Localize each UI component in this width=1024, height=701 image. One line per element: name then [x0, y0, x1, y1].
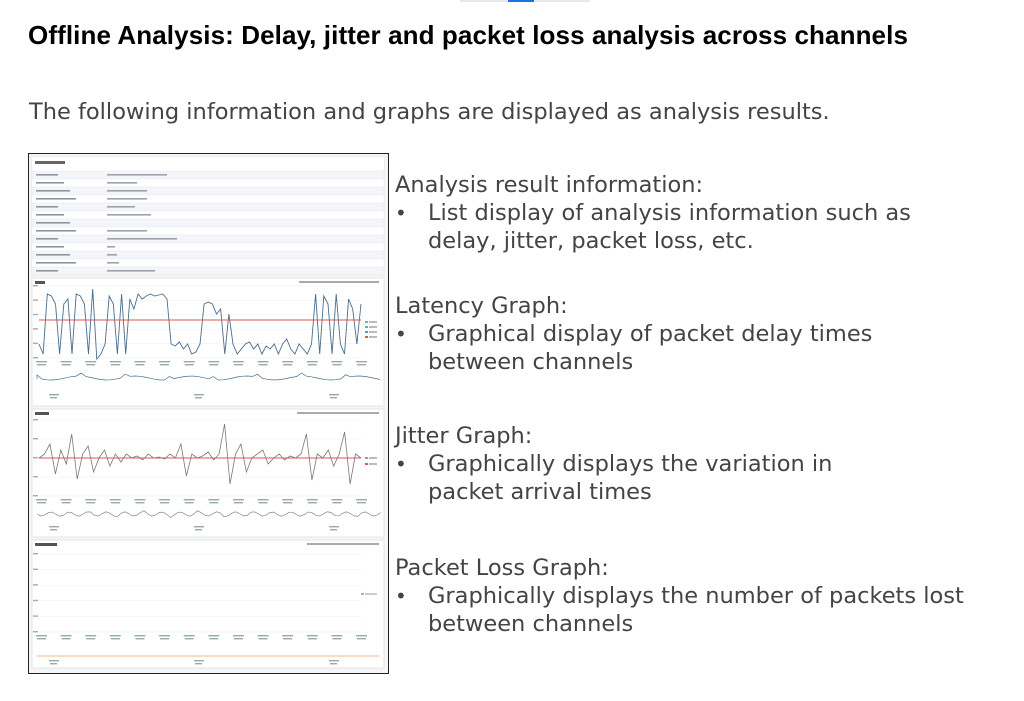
info-table-row: [31, 226, 385, 236]
section-jitter-graph: Jitter Graph: • Graphically displays the…: [395, 422, 1015, 506]
bullet-line: between channels: [428, 349, 634, 375]
packet-loss-x-ticks: [36, 635, 367, 640]
info-table-row: [31, 178, 385, 188]
info-table-row: [31, 186, 385, 196]
info-table-row: [31, 194, 385, 204]
top-progress-indicator: [460, 0, 590, 2]
packet-loss-graph-panel: [31, 539, 385, 669]
bullet-line: Graphically displays the number of packe…: [428, 583, 964, 609]
slide-title: Offline Analysis: Delay, jitter and pack…: [28, 20, 909, 50]
bullet-item: • Graphical display of packet delay time…: [395, 320, 1015, 376]
info-table-row: [31, 242, 385, 252]
progress-marker: [508, 0, 534, 2]
latency-overview: [36, 372, 381, 381]
jitter-series: [38, 423, 362, 485]
bullet-line: between channels: [428, 611, 634, 637]
packet-loss-overview-ticks: [49, 660, 339, 665]
info-table-row: [31, 210, 385, 220]
bullet-mark: •: [395, 584, 407, 608]
bullet-mark: •: [395, 201, 407, 225]
jitter-x-ticks: [36, 499, 367, 504]
info-table-row: [31, 170, 385, 180]
jitter-overview-ticks: [49, 526, 339, 531]
info-table-rows: [31, 170, 385, 276]
section-packet-loss-graph: Packet Loss Graph: • Graphically display…: [395, 554, 1015, 638]
bullet-line: packet arrival times: [428, 479, 652, 505]
intro-text: The following information and graphs are…: [29, 99, 830, 125]
info-table-row: [31, 234, 385, 244]
bullet-item: • List display of analysis information s…: [395, 199, 1015, 255]
info-table-row: [31, 202, 385, 212]
bullet-line: Graphical display of packet delay times: [428, 321, 873, 347]
jitter-overview: [36, 510, 381, 518]
bullet-line: Graphically displays the variation in: [428, 451, 833, 477]
section-heading: Analysis result information:: [395, 172, 704, 198]
latency-x-ticks: [36, 361, 367, 366]
packet-loss-grid: [33, 553, 361, 633]
analysis-screenshot-thumbnail: [28, 153, 389, 674]
thumbnail-graphic: [31, 156, 385, 669]
bullet-mark: •: [395, 322, 407, 346]
section-heading: Jitter Graph:: [395, 423, 533, 449]
jitter-legend: [365, 457, 377, 465]
info-table-row: [31, 250, 385, 260]
latency-series: [38, 288, 362, 361]
latency-legend: [365, 321, 377, 338]
latency-overview-ticks: [49, 394, 339, 399]
latency-grid: [33, 285, 361, 359]
section-heading: Packet Loss Graph:: [395, 555, 609, 581]
bullet-line: List display of analysis information suc…: [428, 200, 911, 226]
bullet-mark: •: [395, 452, 407, 476]
jitter-graph-panel: [31, 408, 385, 538]
bullet-item: • Graphically displays the variation in …: [395, 450, 1015, 506]
section-latency-graph: Latency Graph: • Graphical display of pa…: [395, 292, 1015, 376]
info-table-header: [32, 157, 384, 169]
bullet-item: • Graphically displays the number of pac…: [395, 582, 1015, 638]
info-table-row: [31, 266, 385, 276]
packet-loss-legend: [361, 593, 377, 595]
bullet-line: delay, jitter, packet loss, etc.: [428, 228, 754, 254]
section-analysis-result-information: Analysis result information: • List disp…: [395, 171, 1015, 255]
info-table-row: [31, 258, 385, 268]
section-heading: Latency Graph:: [395, 293, 568, 319]
info-table-row: [31, 218, 385, 228]
